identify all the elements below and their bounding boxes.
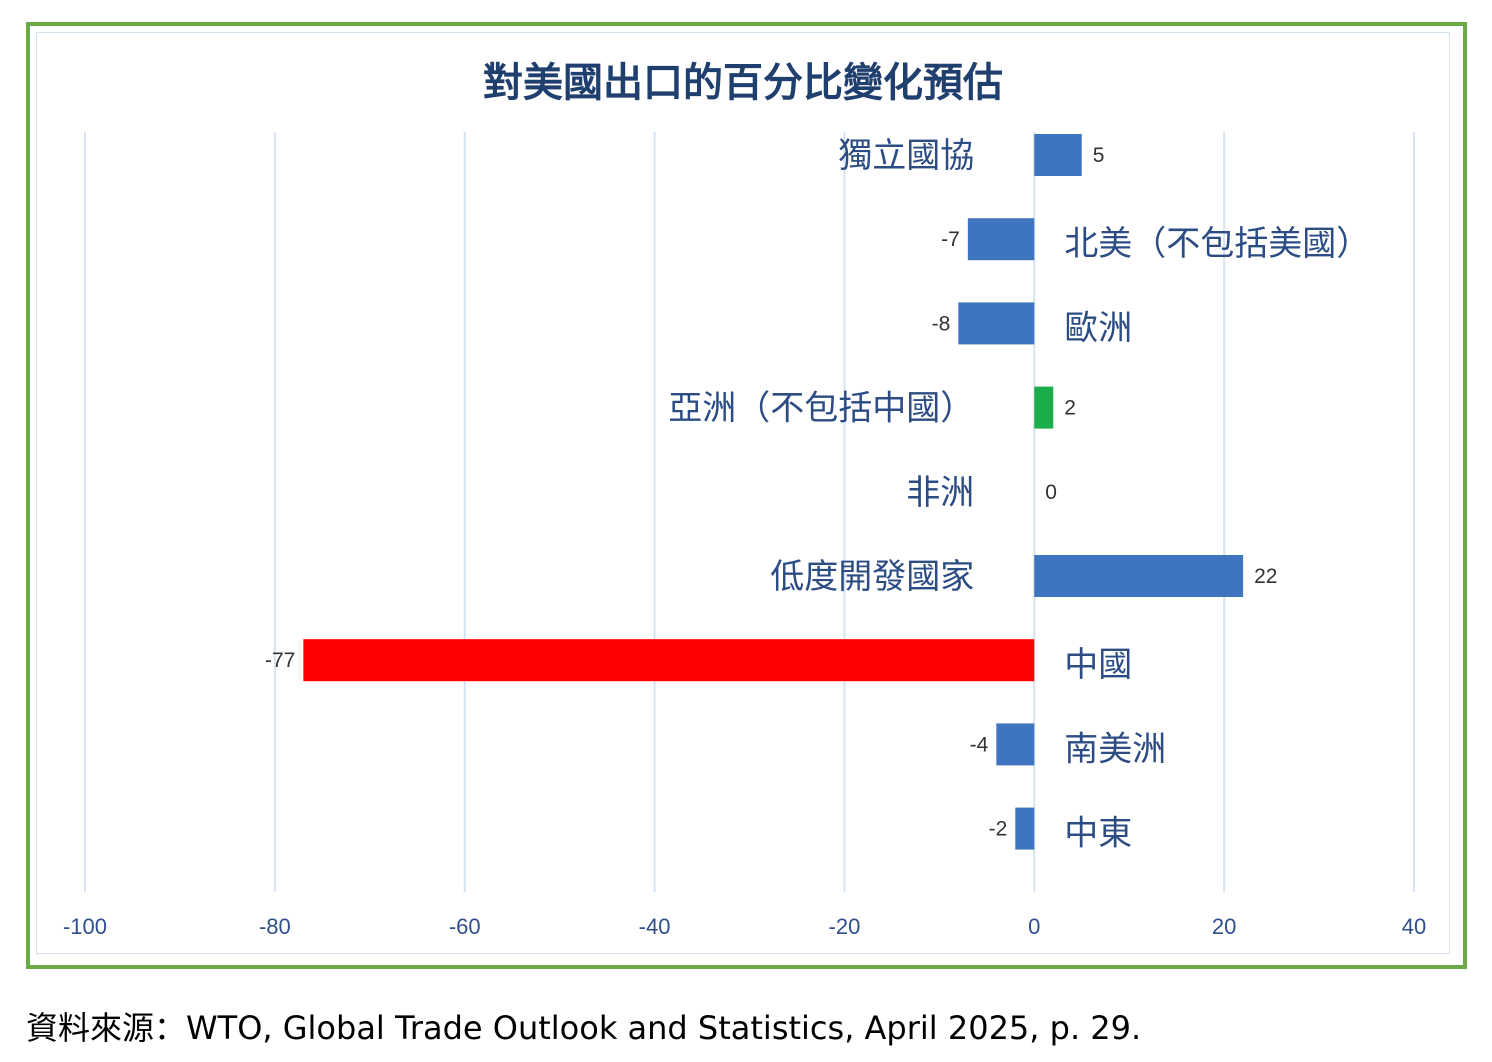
bar: [996, 723, 1035, 766]
data-label: -8: [932, 312, 951, 335]
bars: 5 獨立國協 -7 北美（不包括美國） -8 歐洲 2 亞洲（不包括中國） 0 非洲 22 低度開發國…: [265, 134, 1370, 854]
bar: [1034, 555, 1244, 597]
x-axis-ticks: -100 -80 -60 -40 -20 0 20 40: [63, 914, 1426, 939]
chart-plot-border: [36, 32, 1450, 954]
bar: [958, 302, 1035, 345]
x-tick-label: 40: [1402, 914, 1426, 939]
bar: [303, 639, 1035, 682]
category-label: 中東: [1064, 814, 1132, 854]
category-label: 亞洲（不包括中國）: [668, 389, 974, 429]
source-text: WTO, Global Trade Outlook and Statistics…: [186, 1009, 1142, 1047]
data-label: -7: [941, 228, 960, 251]
category-label: 歐洲: [1064, 308, 1132, 348]
category-label: 低度開發國家: [770, 557, 974, 597]
data-label: -2: [989, 818, 1008, 841]
gridlines: [84, 132, 1415, 892]
category-label: 南美洲: [1064, 729, 1166, 769]
bar: [1034, 134, 1082, 176]
bar: [967, 218, 1035, 261]
x-tick-label: 20: [1212, 914, 1236, 939]
bar: [1034, 386, 1054, 429]
data-label: 0: [1045, 481, 1057, 504]
x-tick-label: -20: [829, 914, 861, 939]
x-tick-label: -80: [259, 914, 291, 939]
x-tick-label: -60: [449, 914, 481, 939]
data-label: 2: [1064, 397, 1076, 420]
category-label: 非洲: [906, 473, 974, 513]
category-label: 北美（不包括美國）: [1064, 224, 1370, 264]
source-prefix: 資料來源：: [26, 1009, 187, 1047]
bar-chart: 對美國出口的百分比變化預估 5 獨立國協 -7 北美（不包括美國） -8 歐洲 2 亞洲（不包…: [63, 60, 1426, 939]
bar: [1015, 807, 1035, 850]
x-tick-label: -100: [63, 914, 107, 939]
chart-frame: [26, 22, 1467, 969]
chart-title: 對美國出口的百分比變化預估: [483, 60, 1003, 106]
category-label: 獨立國協: [838, 136, 974, 176]
source-note: 資料來源：WTO, Global Trade Outlook and Stati…: [26, 1003, 1141, 1049]
data-label: -77: [265, 649, 295, 672]
data-label: -4: [970, 733, 989, 756]
x-tick-label: -40: [639, 914, 671, 939]
category-label: 中國: [1064, 645, 1132, 685]
data-label: 5: [1093, 144, 1105, 167]
data-label: 22: [1254, 565, 1277, 588]
x-tick-label: 0: [1028, 914, 1040, 939]
